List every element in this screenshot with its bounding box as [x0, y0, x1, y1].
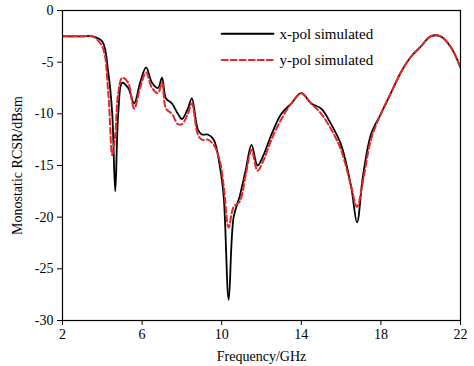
svg-text:-25: -25	[35, 261, 54, 276]
svg-text:y-pol simulated: y-pol simulated	[279, 52, 373, 68]
svg-text:0: 0	[47, 3, 54, 18]
svg-text:-15: -15	[35, 158, 54, 173]
svg-text:18: 18	[374, 327, 388, 342]
svg-text:-10: -10	[35, 106, 54, 121]
svg-text:14: 14	[294, 327, 308, 342]
svg-text:6: 6	[139, 327, 146, 342]
svg-text:22: 22	[454, 327, 468, 342]
svg-text:2: 2	[59, 327, 66, 342]
svg-text:Frequency/GHz: Frequency/GHz	[217, 349, 306, 364]
svg-text:-5: -5	[42, 55, 54, 70]
svg-text:x-pol simulated: x-pol simulated	[279, 26, 373, 42]
svg-text:-20: -20	[35, 210, 54, 225]
svg-text:10: 10	[215, 327, 229, 342]
svg-text:Monostatic RCSR/dBsm: Monostatic RCSR/dBsm	[10, 96, 25, 235]
svg-text:-30: -30	[35, 313, 54, 328]
